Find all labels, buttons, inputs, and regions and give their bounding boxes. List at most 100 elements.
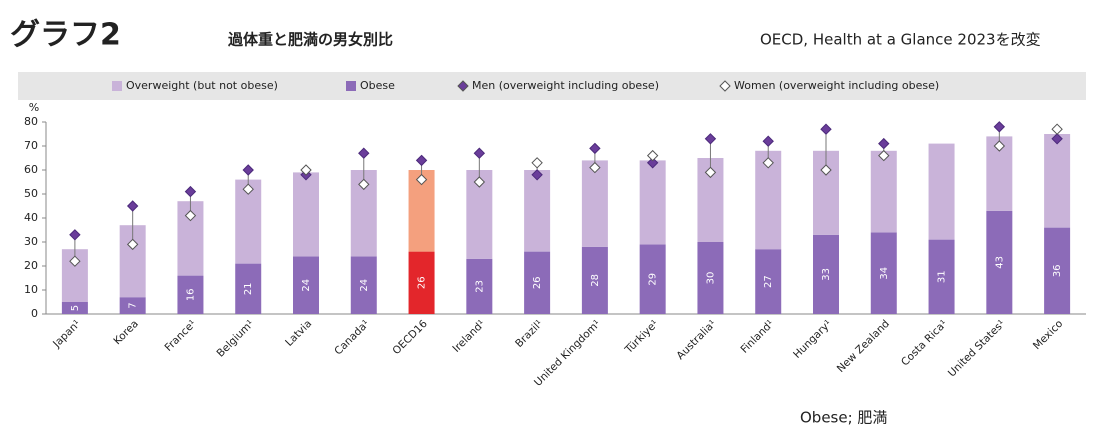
data-label: 16 (185, 288, 196, 301)
data-label: 29 (648, 273, 659, 286)
marker (300, 164, 312, 176)
legend-label: Overweight (but not obese) (126, 79, 278, 92)
marker (184, 185, 197, 198)
y-tick-label: 30 (24, 235, 38, 248)
marker (358, 147, 370, 159)
marker (358, 178, 370, 191)
x-tick-label: Brazil¹ (513, 318, 545, 350)
data-label: 28 (590, 274, 601, 287)
legend-label: Women (overweight including obese) (734, 79, 939, 92)
bar-segment (755, 249, 782, 314)
bar-segment (928, 239, 955, 314)
x-tick-label: Hungary¹ (791, 318, 834, 361)
marker (1051, 133, 1063, 145)
bar-segment (986, 210, 1013, 314)
x-tick-label: Australia¹ (674, 318, 718, 362)
marker (646, 157, 659, 169)
bar-segment (293, 172, 319, 257)
y-tick-label: 80 (24, 115, 38, 128)
data-label: 26 (417, 276, 428, 289)
x-tick-label: Mexico (1031, 318, 1065, 352)
bar-segment (813, 234, 839, 314)
x-tick-label: Ireland¹ (450, 318, 487, 355)
x-tick-label: Costa Rica¹ (899, 318, 950, 369)
marker (473, 176, 486, 188)
bar-segment (581, 246, 608, 314)
y-tick-label: 20 (24, 259, 38, 272)
footer-note: Obese; 肥満 (800, 409, 887, 427)
marker (820, 123, 832, 135)
x-tick-label: Finland¹ (738, 318, 776, 356)
legend-bg (18, 72, 1086, 100)
bar-segment (408, 251, 435, 314)
marker (126, 238, 139, 251)
marker (69, 229, 81, 241)
data-label: 24 (301, 279, 312, 292)
marker (531, 169, 543, 181)
bar-segment (524, 251, 551, 314)
legend-label: Men (overweight including obese) (472, 79, 659, 92)
marker (993, 121, 1006, 133)
data-label: 36 (1052, 264, 1063, 277)
marker (820, 164, 832, 176)
legend-swatch (346, 81, 356, 91)
data-label: 34 (879, 267, 890, 280)
bar-segment (119, 297, 146, 314)
legend-marker (719, 80, 731, 92)
y-tick-label: 60 (24, 163, 38, 176)
marker (1051, 123, 1063, 135)
bar-segment (61, 302, 88, 314)
legend-label: Obese (360, 79, 395, 92)
x-tick-label: Canada¹ (332, 318, 372, 358)
data-label: 23 (474, 280, 485, 293)
bar-segment (293, 256, 319, 314)
x-tick-label: Belgium¹ (215, 318, 257, 360)
source: OECD, Health at a Glance 2023を改変 (760, 31, 1041, 49)
data-label: 31 (937, 270, 948, 283)
data-label: 24 (359, 279, 370, 292)
marker (878, 149, 890, 162)
bar-segment (466, 258, 493, 314)
marker (993, 140, 1006, 152)
data-label: 30 (705, 272, 716, 285)
y-tick-label: 10 (24, 283, 38, 296)
marker (762, 135, 774, 147)
marker (415, 173, 428, 186)
bar-segment (870, 232, 897, 314)
x-tick-label: United States¹ (946, 318, 1008, 380)
x-tick-label: Korea (111, 318, 141, 348)
x-tick-label: Türkiye¹ (622, 318, 661, 357)
bar-segment (235, 263, 262, 314)
bar-segment (1044, 227, 1071, 314)
marker (646, 149, 659, 162)
y-tick-label: 50 (24, 187, 38, 200)
data-label: 7 (128, 302, 139, 308)
bar-segment (639, 244, 666, 314)
x-tick-label: New Zealand (835, 318, 892, 375)
legend-swatch (112, 81, 122, 91)
y-tick-label: 0 (31, 307, 38, 320)
marker (69, 255, 81, 267)
marker (126, 200, 139, 212)
page-title: グラフ2 (10, 18, 121, 53)
marker (704, 166, 717, 179)
legend-marker (457, 80, 469, 92)
marker (184, 209, 197, 222)
data-label: 21 (243, 282, 254, 295)
bar-segment (524, 170, 551, 252)
y-unit: % (29, 101, 39, 114)
x-tick-label: OECD16 (390, 318, 430, 358)
marker (589, 161, 601, 174)
marker (242, 183, 254, 195)
data-label: 27 (763, 275, 774, 288)
marker (589, 142, 601, 155)
data-label: 43 (994, 256, 1005, 269)
bar-segment (928, 143, 955, 240)
bar-segment (870, 150, 897, 233)
bar-segment (1044, 134, 1071, 228)
bar-segment (177, 275, 204, 314)
x-tick-label: Japan¹ (50, 318, 83, 351)
data-label: 33 (821, 268, 832, 281)
y-tick-label: 70 (24, 139, 38, 152)
